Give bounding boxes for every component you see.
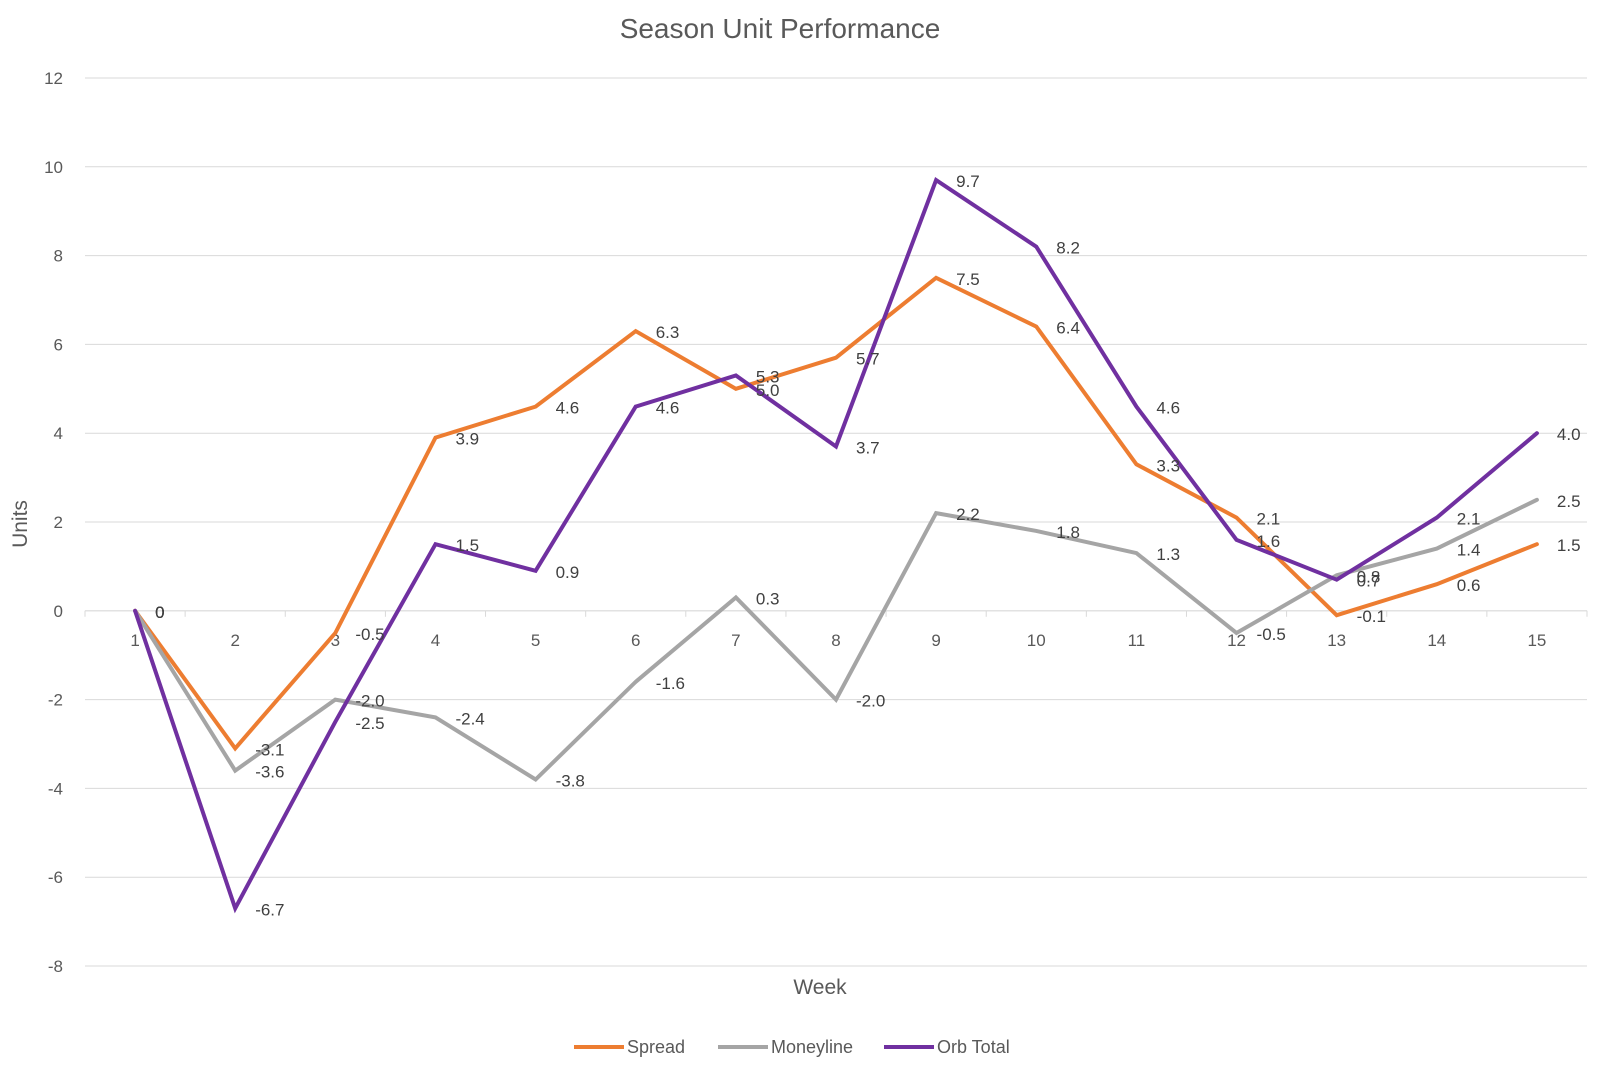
data-label: 0.9: [556, 563, 580, 582]
y-tick-label: -8: [48, 957, 63, 976]
legend-label: Orb Total: [937, 1037, 1010, 1057]
data-labels: 0 -3.1 -0.5 3.9 4.6 6.3 5.0 5.7 7.5 6.4 3.3 2.1 -0.1…: [155, 172, 1581, 919]
data-label: 1.5: [1557, 536, 1581, 555]
y-tick-label: 2: [54, 513, 63, 532]
data-label: 0: [155, 603, 164, 622]
x-tick-label: 13: [1327, 631, 1346, 650]
data-label: -0.1: [1357, 607, 1386, 626]
x-tick-label: 3: [331, 631, 340, 650]
x-tick-label: 4: [431, 631, 440, 650]
x-tick-label: 5: [531, 631, 540, 650]
series-line-orb-total: [133, 177, 1539, 914]
y-axis-title: Units: [9, 500, 32, 548]
data-label: 5.0: [756, 381, 780, 400]
y-tick-label: 0: [54, 602, 63, 621]
y-tick-label: 6: [54, 335, 63, 354]
data-label: 4.6: [556, 399, 580, 418]
data-label: 0.6: [1457, 576, 1481, 595]
y-tick-label: -4: [48, 779, 63, 798]
data-label: 3.7: [856, 439, 880, 458]
data-label: -2.5: [355, 714, 384, 733]
data-label: 2.1: [1457, 510, 1481, 529]
data-label: 0: [155, 603, 164, 622]
x-tick-label: 15: [1527, 631, 1546, 650]
data-label: 7.5: [956, 270, 980, 289]
data-label: 2.5: [1557, 492, 1581, 511]
data-label: 6.4: [1056, 319, 1080, 338]
data-label: -2.0: [856, 692, 885, 711]
data-label: -6.7: [255, 900, 284, 919]
series-lines: [133, 177, 1539, 914]
data-label: 5.3: [756, 367, 780, 386]
gridlines: [84, 77, 1588, 967]
x-tick-label: 2: [230, 631, 239, 650]
data-label: 0: [155, 603, 164, 622]
data-label: -3.6: [255, 763, 284, 782]
x-tick-label: 7: [731, 631, 740, 650]
data-label: -1.6: [656, 674, 685, 693]
data-label: 5.7: [856, 350, 880, 369]
data-label: 0.8: [1357, 567, 1381, 586]
data-label: -0.5: [1257, 625, 1286, 644]
data-label: 0.3: [756, 589, 780, 608]
chart-title: Season Unit Performance: [620, 13, 941, 44]
data-label: 1.8: [1056, 523, 1080, 542]
data-label: 0.7: [1357, 572, 1381, 591]
data-label: -2.0: [355, 692, 384, 711]
data-label: 4.6: [1156, 399, 1180, 418]
data-label: 9.7: [956, 172, 980, 191]
x-tick-label: 14: [1427, 631, 1446, 650]
x-tick-label: 11: [1128, 631, 1146, 650]
y-tick-label: -6: [48, 868, 63, 887]
data-label: 3.9: [455, 430, 479, 449]
data-label: 2.1: [1257, 510, 1281, 529]
y-tick-label: 8: [54, 247, 63, 266]
x-tick-label: 12: [1227, 631, 1246, 650]
data-label: 6.3: [656, 323, 680, 342]
data-label: -2.4: [455, 709, 484, 728]
data-label: 3.3: [1156, 456, 1180, 475]
x-axis-title: Week: [793, 976, 847, 999]
data-label: 4.0: [1557, 425, 1581, 444]
data-label: -3.1: [255, 740, 284, 759]
data-label: 1.4: [1457, 541, 1481, 560]
data-label: 1.3: [1156, 545, 1180, 564]
y-axis-ticks: -8 -6 -4 -2 0 2 4 6 8 10 12: [44, 69, 63, 976]
data-label: -3.8: [556, 772, 585, 791]
series-line-moneyline: [133, 497, 1539, 783]
legend: Spread Moneyline Orb Total: [574, 1037, 1010, 1057]
data-label: -0.5: [355, 625, 384, 644]
y-tick-label: 10: [44, 158, 63, 177]
data-label: 1.5: [455, 536, 479, 555]
data-label: 1.6: [1257, 532, 1281, 551]
data-label: 4.6: [656, 399, 680, 418]
data-label: 8.2: [1056, 239, 1080, 258]
x-tick-label: 9: [931, 631, 940, 650]
data-label: 2.2: [956, 505, 980, 524]
x-tick-label: 1: [130, 631, 139, 650]
x-axis-ticks: 1 2 3 4 5 6 7 8 9 10 11 12 13 14 15: [130, 631, 1546, 650]
legend-label: Moneyline: [771, 1037, 853, 1057]
x-tick-label: 8: [831, 631, 840, 650]
y-tick-label: 4: [54, 424, 63, 443]
x-tick-label: 10: [1027, 631, 1046, 650]
legend-label: Spread: [627, 1037, 685, 1057]
y-tick-label: -2: [48, 691, 63, 710]
x-tick-label: 6: [631, 631, 640, 650]
series-line-spread: [133, 275, 1539, 752]
y-tick-label: 12: [44, 69, 63, 88]
